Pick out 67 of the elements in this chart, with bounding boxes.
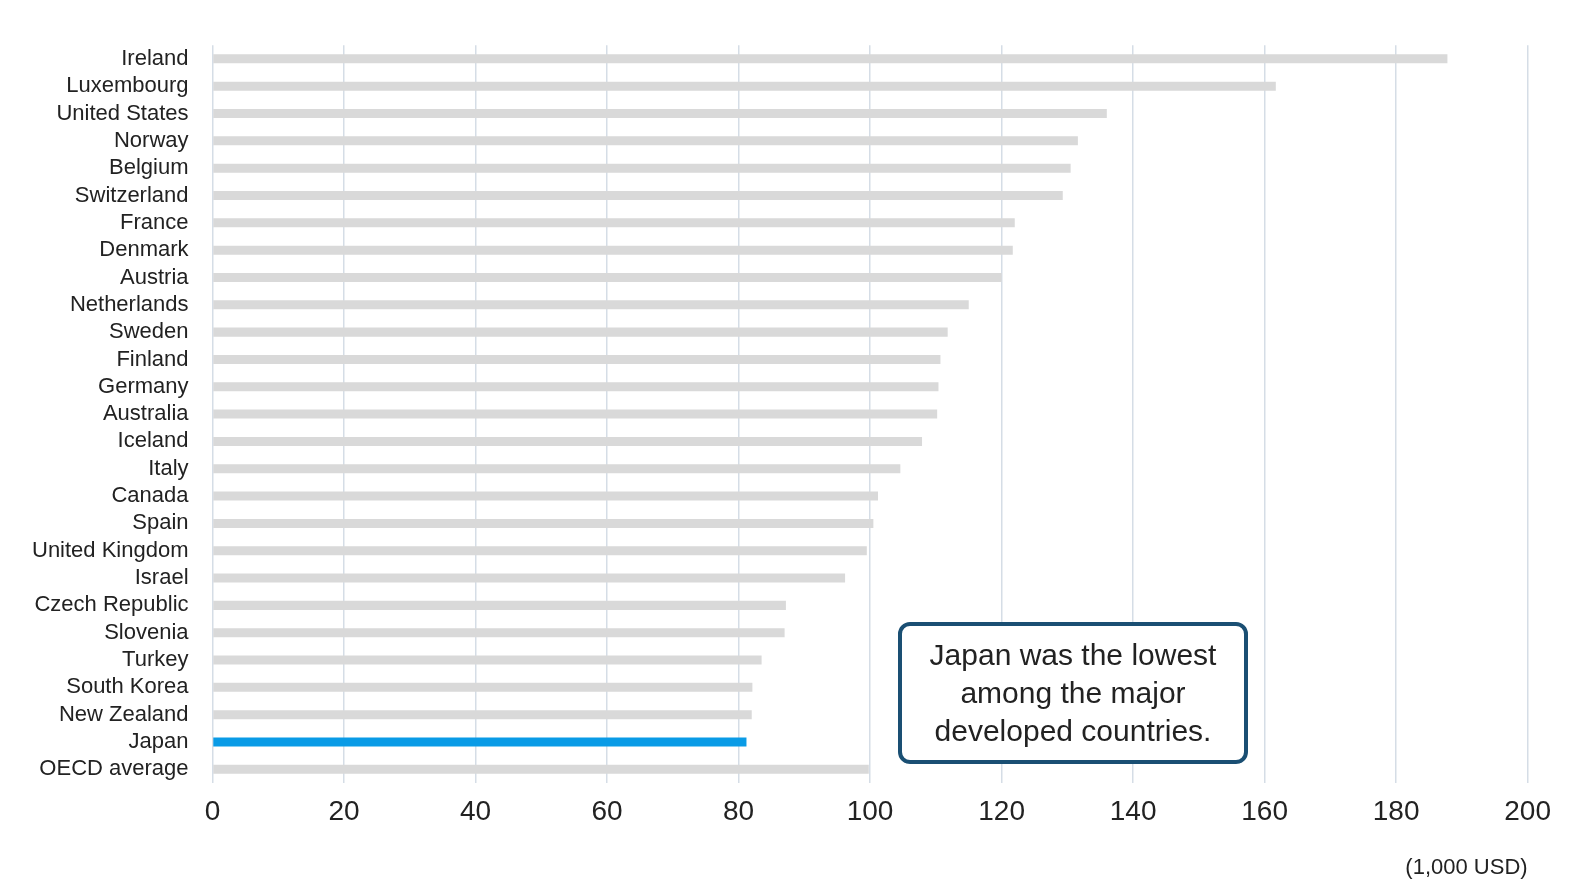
y-tick-label: Netherlands: [69, 290, 189, 316]
y-tick-label: Japan: [128, 728, 189, 754]
y-tick-label: Iceland: [117, 427, 189, 453]
y-tick-label: New Zealand: [58, 700, 189, 726]
x-tick-label: 160: [1241, 794, 1288, 826]
x-tick-label: 60: [591, 794, 623, 826]
y-tick-label: OECD average: [39, 755, 189, 781]
y-tick-label: France: [120, 208, 189, 234]
bar: [213, 354, 941, 364]
x-axis-title: (1,000 USD): [1405, 853, 1528, 879]
x-tick-label: 0: [204, 794, 221, 826]
x-tick-label: 20: [328, 794, 360, 826]
y-tick-label: Slovenia: [104, 618, 190, 644]
bar: [213, 628, 785, 638]
bar: [213, 464, 901, 474]
bar: [213, 710, 752, 720]
annotation: Japan was the lowest among the major developed countries.: [898, 622, 1248, 764]
bar: [213, 218, 1015, 228]
bar: [213, 109, 1107, 119]
y-tick-label: Austria: [120, 263, 190, 289]
bar: [213, 573, 846, 583]
y-tick-label: Belgium: [109, 154, 189, 180]
bar: [213, 163, 1071, 173]
y-tick-label: Australia: [102, 400, 190, 426]
y-tick-label: Denmark: [99, 236, 190, 262]
bar: [213, 136, 1078, 146]
y-tick-label: Italy: [148, 454, 189, 480]
y-tick-label: Switzerland: [74, 181, 189, 207]
y-tick-label: Finland: [116, 345, 189, 371]
x-tick-label: 180: [1372, 794, 1420, 826]
y-tick-label: Ireland: [121, 44, 189, 70]
y-tick-label: Norway: [113, 126, 189, 152]
bar: [213, 546, 867, 556]
y-tick-label: Canada: [111, 482, 190, 508]
y-tick-label: United Kingdom: [31, 536, 189, 562]
bar: [213, 436, 923, 446]
bar: [213, 682, 753, 692]
bar: [213, 409, 938, 419]
bar: [213, 518, 874, 528]
y-tick-label: Luxembourg: [66, 72, 189, 98]
y-tick-label: United States: [56, 99, 189, 125]
y-tick-label: Turkey: [122, 646, 189, 672]
x-tick-label: 140: [1109, 794, 1157, 826]
y-tick-label: Spain: [132, 509, 189, 535]
x-tick-label: 80: [723, 794, 755, 826]
bar: [213, 382, 939, 392]
bar: [213, 491, 878, 501]
y-tick-label: Czech Republic: [34, 591, 189, 617]
y-tick-label: Sweden: [109, 318, 189, 344]
bar: [213, 81, 1276, 91]
bar: [213, 737, 747, 747]
bar: [213, 600, 786, 610]
bar: [213, 327, 948, 337]
bar: [213, 190, 1063, 200]
y-tick-label: Germany: [98, 372, 189, 398]
bar: [213, 655, 762, 665]
bar: [213, 245, 1013, 255]
bar: [213, 272, 1002, 282]
bar: [213, 764, 869, 774]
y-tick-label: Israel: [134, 564, 189, 590]
bar: [213, 300, 969, 310]
x-tick-label: 200: [1504, 794, 1551, 826]
x-tick-label: 100: [846, 794, 894, 826]
y-tick-label: South Korea: [66, 673, 190, 699]
bar: [213, 54, 1448, 64]
x-tick-label: 40: [459, 794, 492, 826]
x-tick-label: 120: [978, 794, 1025, 826]
